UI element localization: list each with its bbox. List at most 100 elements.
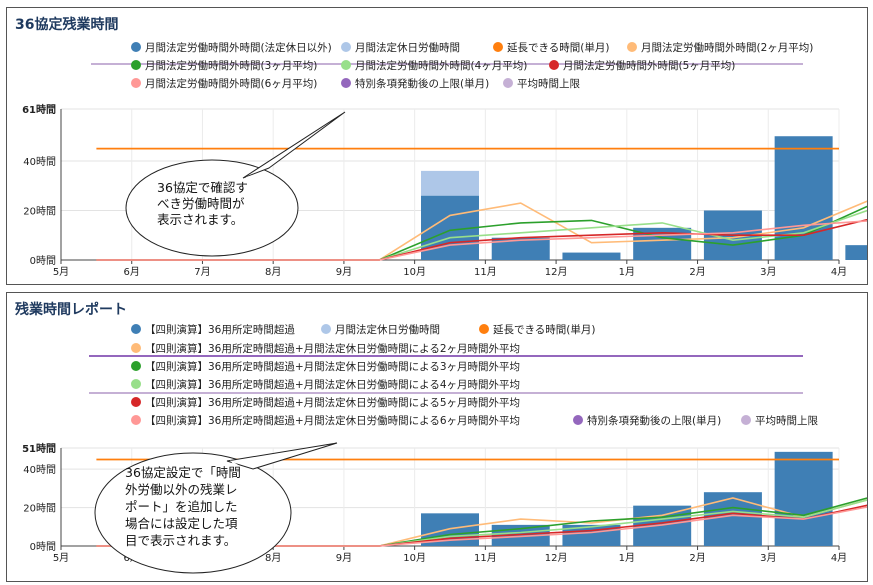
y-max-label: 61時間: [22, 103, 56, 116]
legend-swatch: [627, 42, 637, 52]
legend-swatch: [549, 60, 559, 70]
legend-swatch: [479, 324, 489, 334]
legend-label: 【四則演算】36用所定時間超過+月間法定休日労働時間による6ヶ月時間外平均: [145, 415, 521, 427]
legend-swatch: [493, 42, 503, 52]
legend-swatch: [573, 415, 583, 425]
legend-entry[interactable]: 【四則演算】36用所定時間超過: [131, 322, 295, 337]
legend-swatch: [131, 324, 141, 334]
legend-swatch: [131, 415, 141, 425]
x-tick-label: 4月: [831, 552, 847, 564]
legend-entry[interactable]: 【四則演算】36用所定時間超過+月間法定休日労働時間による3ヶ月時間外平均: [131, 359, 520, 374]
legend-entry[interactable]: 月間法定休日労働時間: [341, 40, 460, 55]
x-tick-label: 10月: [403, 552, 426, 564]
legend-entry[interactable]: 平均時間上限: [741, 413, 818, 428]
legend-entry[interactable]: 延長できる時間(単月): [493, 40, 609, 55]
bar-main: [562, 252, 621, 260]
legend-entry[interactable]: 【四則演算】36用所定時間超過+月間法定休日労働時間による4ヶ月時間外平均: [131, 377, 520, 392]
legend-entry[interactable]: 月間法定労働時間外時間(5ヶ月平均): [549, 58, 735, 73]
legend-label: 【四則演算】36用所定時間超過+月間法定休日労働時間による2ヶ月時間外平均: [145, 343, 521, 355]
legend-entry[interactable]: 特別条項発動後の上限(単月): [573, 413, 721, 428]
legend-swatch: [131, 361, 141, 371]
legend-label: 特別条項発動後の上限(単月): [355, 78, 490, 90]
legend-swatch: [131, 397, 141, 407]
callout-text-line: 場合には設定した項: [125, 516, 238, 531]
x-tick-label: 1月: [619, 266, 635, 278]
callout-tail: [242, 111, 346, 179]
legend-label: 月間法定労働時間外時間(2ヶ月平均): [641, 42, 814, 54]
legend-entry[interactable]: 月間法定労働時間外時間(法定休日以外): [131, 40, 332, 55]
legend-label: 平均時間上限: [517, 78, 580, 90]
legend-separator-line: [91, 63, 803, 65]
callout-tail: [226, 442, 338, 470]
x-tick-label: 4月: [831, 266, 847, 278]
y-tick-label: 0時間: [30, 541, 56, 553]
legend-entry[interactable]: 【四則演算】36用所定時間超過+月間法定休日労働時間による6ヶ月時間外平均: [131, 413, 520, 428]
x-tick-label: 9月: [336, 552, 352, 564]
legend-swatch: [341, 60, 351, 70]
bar-main: [703, 492, 762, 546]
bar-main: [633, 505, 692, 546]
legend-swatch: [341, 42, 351, 52]
bar-main: [845, 245, 867, 260]
x-tick-label: 7月: [194, 266, 210, 278]
legend-swatch: [741, 415, 751, 425]
x-tick-label: 11月: [474, 266, 497, 278]
x-tick-label: 2月: [689, 552, 705, 564]
legend-entry[interactable]: 月間法定休日労働時間: [321, 322, 440, 337]
legend-label: 【四則演算】36用所定時間超過+月間法定休日労働時間による4ヶ月時間外平均: [145, 379, 521, 391]
callout-text-line: べき労働時間が: [157, 196, 245, 211]
y-tick-label: 40時間: [23, 156, 56, 168]
legend-label: 月間法定労働時間外時間(4ヶ月平均): [355, 60, 528, 72]
x-tick-label: 5月: [53, 266, 69, 278]
legend-entry[interactable]: 【四則演算】36用所定時間超過+月間法定休日労働時間による5ヶ月時間外平均: [131, 395, 520, 410]
legend-swatch: [321, 324, 331, 334]
legend-swatch: [131, 42, 141, 52]
legend-swatch: [131, 343, 141, 353]
x-tick-label: 3月: [760, 266, 776, 278]
legend-entry[interactable]: 特別条項発動後の上限(単月): [341, 76, 489, 91]
legend-entry[interactable]: 月間法定労働時間外時間(3ヶ月平均): [131, 58, 317, 73]
legend-label: 延長できる時間(単月): [507, 42, 610, 54]
callout-text-line: 表示されます。: [157, 212, 243, 227]
legend-separator-line: [89, 355, 803, 357]
legend-entry[interactable]: 延長できる時間(単月): [479, 322, 595, 337]
legend-swatch: [131, 78, 141, 88]
legend-swatch: [503, 78, 513, 88]
legend-label: 平均時間上限: [755, 415, 818, 427]
bar-main: [491, 237, 550, 260]
legend-label: 月間法定労働時間外時間(6ヶ月平均): [145, 78, 318, 90]
callout-text-line: 目で表示されます。: [125, 533, 236, 548]
legend-label: 月間法定休日労働時間: [355, 42, 460, 54]
x-tick-label: 11月: [474, 552, 497, 564]
legend-entry[interactable]: 月間法定労働時間外時間(2ヶ月平均): [627, 40, 813, 55]
y-tick-label: 20時間: [23, 205, 56, 217]
x-tick-label: 12月: [545, 552, 568, 564]
chart-canvas: 0時間 20時間 40時間 61時間 5月 6月 7月 8月 9月 10月 11月 12月 1月 2月 3月…: [22, 103, 867, 278]
legend-label: 月間法定労働時間外時間(3ヶ月平均): [145, 60, 318, 72]
legend-label: 特別条項発動後の上限(単月): [587, 415, 722, 427]
legend-label: 月間法定休日労働時間: [335, 324, 440, 336]
legend-entry[interactable]: 【四則演算】36用所定時間超過+月間法定休日労働時間による2ヶ月時間外平均: [131, 341, 520, 356]
legend-label: 月間法定労働時間外時間(法定休日以外): [145, 42, 332, 54]
legend-entry[interactable]: 平均時間上限: [503, 76, 580, 91]
callout-text-line: 外労働以外の残業レ: [125, 482, 238, 497]
x-tick-label: 8月: [265, 266, 281, 278]
chart-panel-2: 残業時間レポート 【四則演算】36用所定時間超過 月間法定休日労働時間 延長できる時…: [6, 292, 868, 582]
x-tick-label: 3月: [760, 552, 776, 564]
legend-label: 【四則演算】36用所定時間超過+月間法定休日労働時間による5ヶ月時間外平均: [145, 397, 521, 409]
legend-separator-line: [89, 392, 803, 394]
legend-entry[interactable]: 月間法定労働時間外時間(6ヶ月平均): [131, 76, 317, 91]
legend-swatch: [341, 78, 351, 88]
callout-ellipse: [125, 159, 299, 257]
legend-label: 【四則演算】36用所定時間超過: [145, 324, 295, 336]
callout-text-line: 36協定設定で「時間: [125, 465, 241, 480]
lines: [96, 147, 867, 261]
x-tick-label: 1月: [619, 552, 635, 564]
x-tick-label: 5月: [53, 552, 69, 564]
y-max-label: 51時間: [22, 442, 56, 455]
bar-main: [774, 136, 833, 260]
legend-swatch: [131, 60, 141, 70]
legend-entry[interactable]: 月間法定労働時間外時間(4ヶ月平均): [341, 58, 527, 73]
y-tick-label: 40時間: [23, 464, 56, 476]
